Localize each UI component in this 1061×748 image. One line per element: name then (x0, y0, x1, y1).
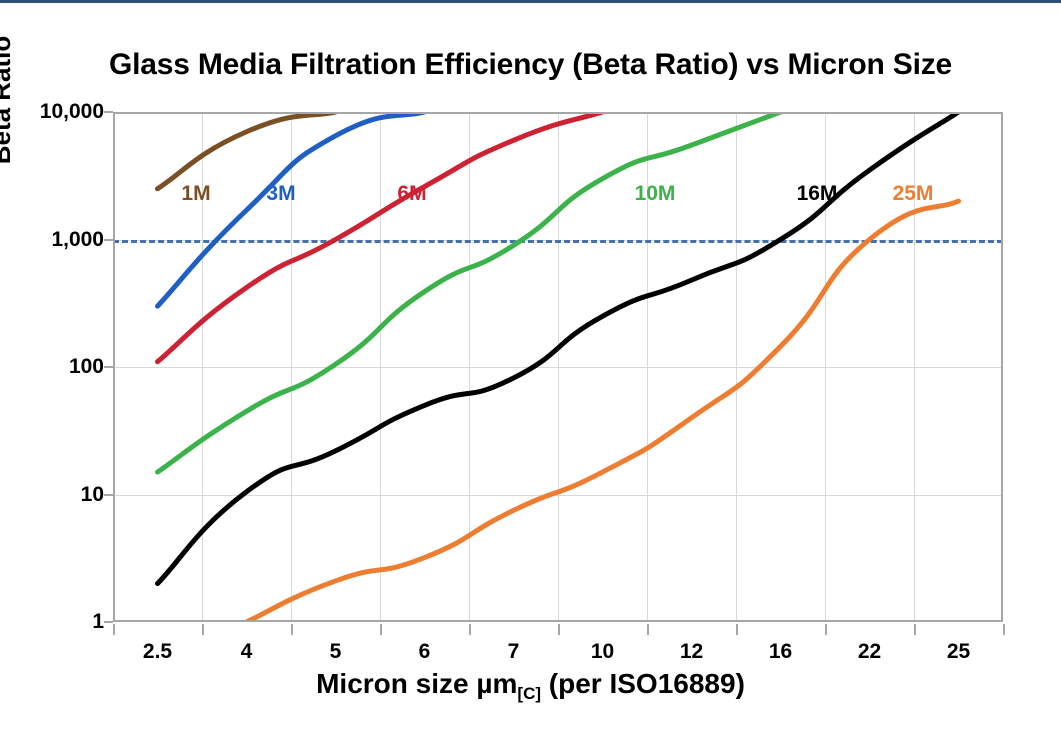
y-tick-label: 10,000 (39, 100, 104, 123)
x-tick-mark (380, 624, 382, 635)
series-label-6m: 6M (397, 182, 427, 205)
series-line-3m (155, 112, 427, 309)
x-tick-label: 7 (507, 640, 520, 663)
gridline-vertical (202, 112, 203, 622)
y-tick-mark (104, 238, 113, 241)
series-label-25m: 25M (892, 182, 934, 205)
x-tick-mark (647, 624, 649, 635)
gridline-vertical (647, 112, 648, 622)
series-label-1m: 1M (181, 182, 211, 205)
x-tick-label: 2.5 (142, 640, 173, 663)
y-tick-mark (104, 111, 113, 113)
x-tick-label: 4 (240, 640, 253, 663)
gridline-vertical (558, 112, 559, 622)
y-tick-label: 1,000 (51, 227, 104, 251)
y-tick-mark (104, 621, 113, 623)
gridline-vertical (825, 112, 826, 622)
gridline-vertical (469, 112, 470, 622)
x-tick-mark (825, 624, 827, 635)
series-line-25m (244, 198, 961, 622)
y-tick-label: 1 (92, 610, 104, 633)
x-tick-label: 6 (418, 640, 431, 663)
gridline-vertical (914, 112, 915, 622)
top-rule (0, 0, 1061, 3)
x-axis-title-tail: (per ISO16889) (541, 668, 745, 699)
series-line-1m (155, 112, 338, 192)
series-line-16m (155, 112, 961, 587)
x-axis-title-main: Micron size µm (316, 668, 518, 699)
gridline-vertical (291, 112, 292, 622)
y-axis-title: Beta Ratio (0, 35, 16, 165)
x-tick-label: 5 (329, 640, 342, 663)
gridline-vertical (380, 112, 381, 622)
x-tick-mark (1003, 624, 1005, 635)
x-axis-title-subscript: [C] (517, 684, 542, 703)
x-tick-mark (558, 624, 560, 635)
gridline-vertical (736, 112, 737, 622)
y-tick-mark (104, 493, 113, 496)
series-line-10m (155, 112, 783, 475)
x-tick-label: 16 (768, 640, 793, 663)
series-canvas (155, 112, 961, 622)
y-tick-label: 10 (80, 482, 104, 506)
series-label-10m: 10M (634, 182, 676, 205)
x-tick-mark (202, 624, 204, 635)
page-title: Glass Media Filtration Efficiency (Beta … (108, 48, 952, 81)
x-tick-mark (469, 624, 471, 635)
series-label-16m: 16M (796, 182, 838, 205)
x-tick-label: 22 (857, 640, 882, 663)
x-tick-mark (914, 624, 916, 635)
y-tick-label: 100 (68, 355, 104, 378)
y-tick-mark (104, 366, 113, 368)
series-line-6m (155, 112, 605, 365)
x-tick-label: 10 (590, 640, 615, 663)
x-axis-ticks: 2.5 4 5 6 7 10 12 16 22 25 (113, 624, 1005, 664)
plot-area (113, 112, 1003, 622)
y-axis-ticks: 1 10 100 1,000 10,000 (0, 100, 113, 633)
x-tick-mark (113, 624, 115, 635)
x-tick-label: 25 (946, 640, 971, 663)
x-tick-mark (291, 624, 293, 635)
threshold-line (113, 239, 1003, 243)
x-tick-label: 12 (679, 640, 704, 663)
x-axis-title: Micron size µm[C] (per ISO16889) (0, 668, 1061, 703)
x-tick-mark (736, 624, 738, 635)
series-label-3m: 3M (266, 182, 296, 205)
